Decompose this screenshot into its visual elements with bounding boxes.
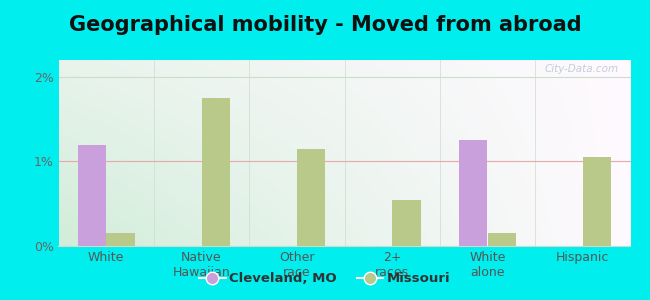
Bar — [202, 98, 230, 246]
Text: Geographical mobility - Moved from abroad: Geographical mobility - Moved from abroa… — [69, 15, 581, 35]
Bar — [459, 140, 488, 246]
Bar — [106, 233, 135, 246]
Text: City-Data.com: City-Data.com — [545, 64, 619, 74]
Bar — [297, 149, 326, 246]
Bar — [488, 233, 516, 246]
Bar — [392, 200, 421, 246]
Bar — [583, 157, 612, 246]
Bar — [77, 145, 106, 246]
Legend: Cleveland, MO, Missouri: Cleveland, MO, Missouri — [194, 267, 456, 290]
